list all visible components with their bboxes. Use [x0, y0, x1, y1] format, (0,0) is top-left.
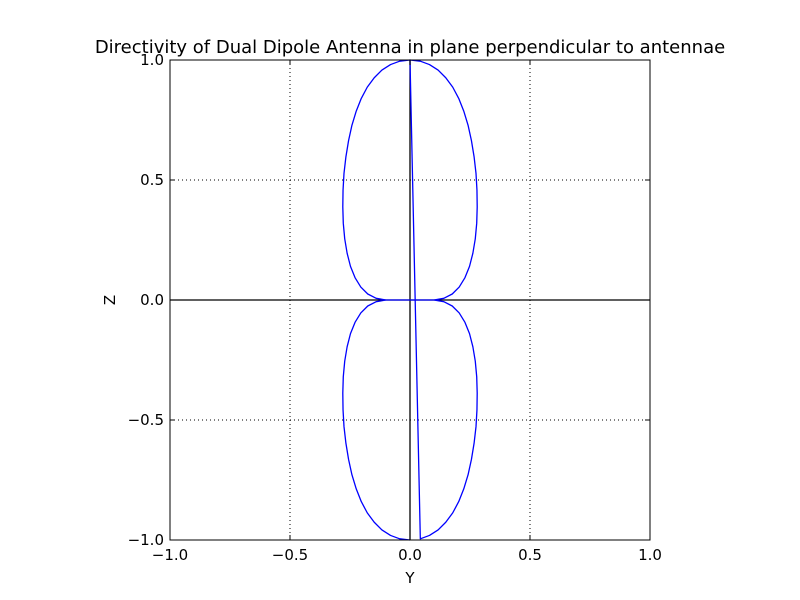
y-tick-label-2: 0.0	[140, 291, 164, 309]
x-tick-label-4: 1.0	[638, 546, 662, 564]
x-tick-label-3: 0.5	[518, 546, 542, 564]
x-tick-label-0: −1.0	[152, 546, 188, 564]
y-axis-label: Z	[101, 295, 119, 305]
y-tick-label-3: 0.5	[140, 171, 164, 189]
x-tick-label-1: −0.5	[272, 546, 308, 564]
y-tick-label-4: 1.0	[140, 51, 164, 69]
x-axis-label: Y	[404, 569, 415, 587]
ticks: −1.0 −0.5 0.0 0.5 1.0 −1.0 −0.5 0.0 0.5 1.0	[128, 51, 662, 564]
y-tick-label-0: −1.0	[128, 531, 164, 549]
x-tick-label-2: 0.0	[398, 546, 422, 564]
chart-title: Directivity of Dual Dipole Antenna in pl…	[95, 37, 725, 58]
y-tick-label-1: −0.5	[128, 411, 164, 429]
